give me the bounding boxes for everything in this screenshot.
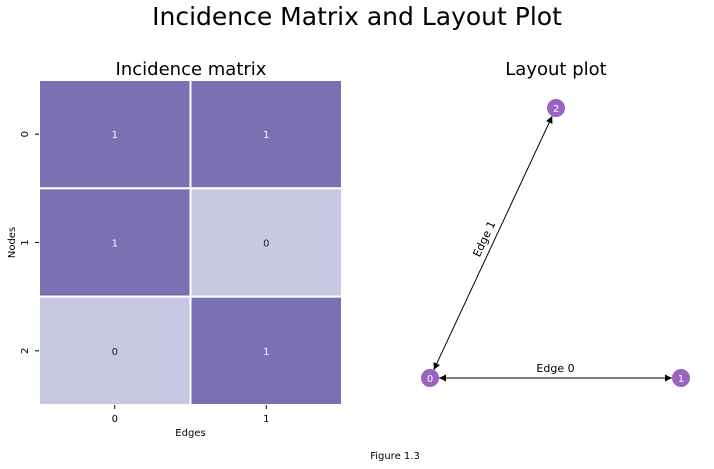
- edge-line: [433, 115, 553, 371]
- heatmap-cell: [38, 295, 192, 406]
- heatmap-cell-label: 1: [263, 130, 269, 141]
- x-tick-label: 1: [263, 414, 269, 425]
- edge-label: Edge 0: [536, 362, 574, 375]
- heatmap-xlabel: Edges: [175, 428, 205, 439]
- node-label: 0: [427, 374, 433, 385]
- heatmap-cell-label: 0: [263, 239, 269, 250]
- heatmap-cell: [38, 187, 192, 298]
- node-circle: [672, 369, 690, 387]
- heatmap-cell-label: 0: [112, 347, 118, 358]
- heatmap-ylabel: Nodes: [7, 227, 18, 258]
- node-circle: [547, 99, 565, 117]
- layout-title: Layout plot: [505, 59, 607, 80]
- heatmap-title: Incidence matrix: [115, 59, 267, 80]
- y-tick-label: 1: [20, 239, 31, 245]
- heatmap-cell: [189, 295, 343, 406]
- node-label: 2: [553, 104, 559, 115]
- heatmap-cell-label: 1: [263, 347, 269, 358]
- node-circle: [421, 369, 439, 387]
- figure-caption: Figure 1.3: [370, 451, 420, 462]
- x-tick-label: 0: [112, 414, 118, 425]
- y-tick-label: 0: [20, 131, 31, 137]
- heatmap-cell-label: 1: [112, 239, 118, 250]
- heatmap-cell: [189, 79, 343, 190]
- y-tick-label: 2: [20, 348, 31, 354]
- node-label: 1: [678, 374, 684, 385]
- heatmap-cell-label: 1: [112, 130, 118, 141]
- edge-label: Edge 1: [470, 219, 498, 259]
- heatmap-cell: [38, 79, 192, 190]
- figure-title: Incidence Matrix and Layout Plot: [152, 2, 562, 31]
